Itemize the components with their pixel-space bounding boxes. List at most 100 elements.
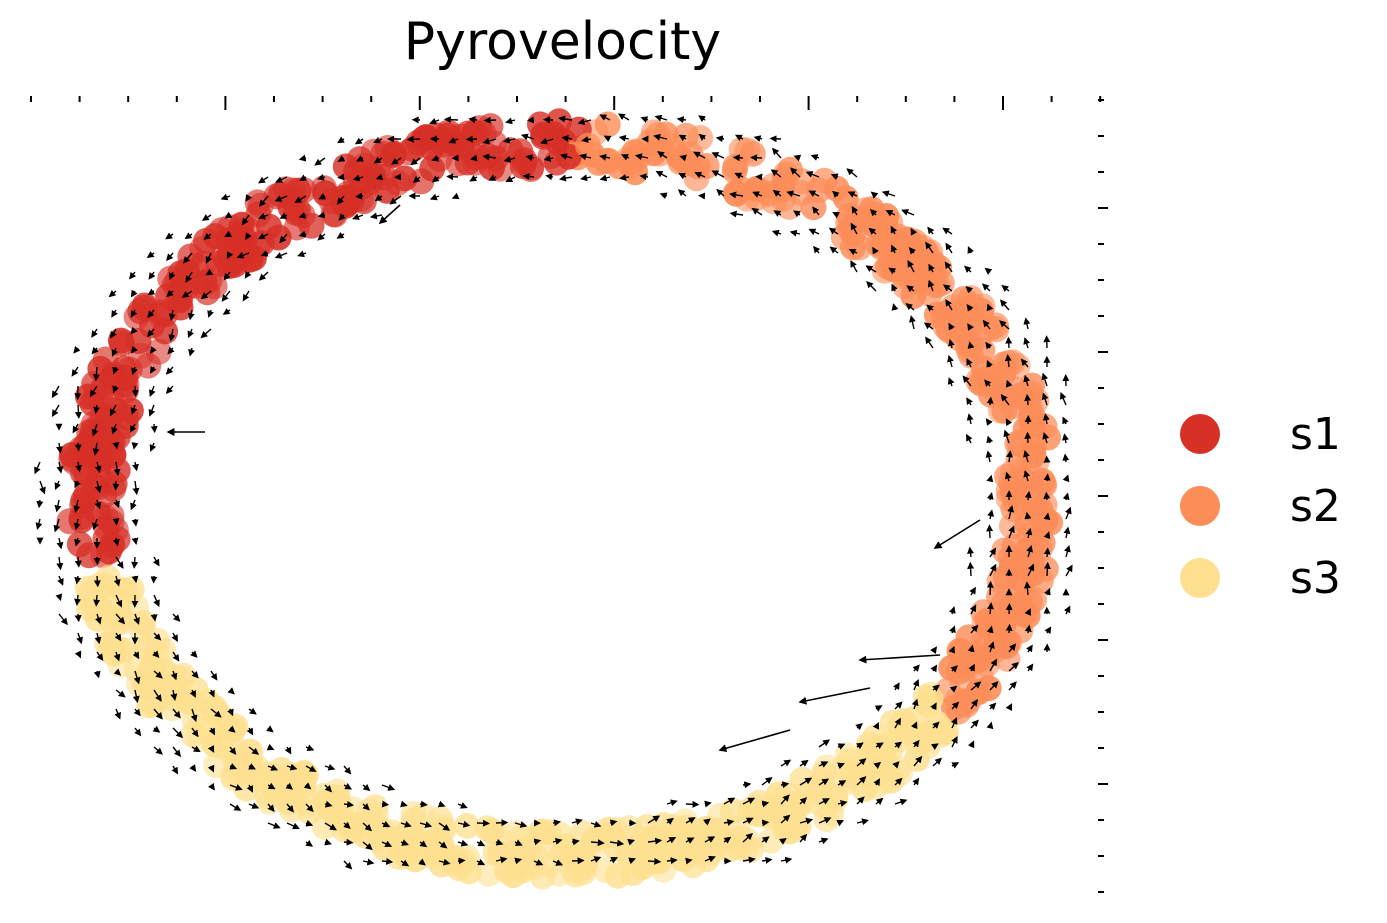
velocity-arrow [150,613,158,622]
velocity-arrow [131,366,138,376]
velocity-arrow [189,689,196,698]
velocity-arrow [761,777,773,786]
velocity-arrow [109,404,117,417]
velocity-arrow [438,841,448,849]
velocity-arrow [856,818,869,826]
point-s3 [394,819,421,846]
velocity-arrow [132,461,139,472]
velocity-arrow [94,480,102,494]
velocity-arrow [429,117,440,125]
point-s1 [231,226,258,253]
velocity-arrow [207,745,215,753]
velocity-arrow [698,133,707,141]
point-s3 [126,670,152,697]
velocity-arrow [685,857,693,865]
velocity-arrow [153,689,162,702]
velocity-arrow [74,575,82,585]
velocity-arrow [799,797,808,805]
velocity-arrow [74,480,81,489]
velocity-arrow [1041,372,1049,387]
velocity-arrow [666,799,678,807]
velocity-arrow [446,173,459,181]
velocity-arrow [967,246,974,254]
velocity-arrow [113,461,121,477]
velocity-arrow [56,442,63,454]
velocity-arrow [115,594,123,608]
legend: s1 s2 s3 [1170,398,1341,614]
velocity-arrow [391,157,402,165]
velocity-arrow [482,153,497,161]
velocity-arrow [324,800,333,808]
velocity-arrow [752,191,763,198]
point-s3 [182,676,209,703]
velocity-arrow [284,746,292,755]
velocity-arrow [704,855,716,863]
velocity-arrow [866,281,877,292]
velocity-arrow [131,556,139,569]
velocity-arrow [808,228,820,236]
velocity-arrow [559,174,573,182]
velocity-arrow [286,803,294,813]
velocity-arrow [981,283,991,292]
velocity-arrow [1042,413,1050,425]
velocity-arrow [298,154,307,162]
velocity-arrow [659,192,668,200]
velocity-arrow [856,796,865,805]
velocity-arrow [147,328,155,338]
velocity-arrow [893,682,900,691]
velocity-arrow [172,746,182,757]
velocity-arrow [780,856,793,864]
right-axis-ticks [1098,99,1108,893]
velocity-arrow [950,665,959,673]
velocity-arrow [112,366,119,375]
velocity-arrow [132,689,140,704]
velocity-arrow [930,743,939,751]
velocity-arrow [989,563,997,577]
velocity-arrow [112,385,119,394]
velocity-arrow [114,708,121,720]
velocity-arrow [552,859,564,866]
velocity-arrow [986,396,994,406]
velocity-arrow [352,174,364,182]
velocity-arrow [279,212,288,219]
point-s3 [150,637,177,664]
velocity-arrow [258,176,269,184]
velocity-arrow [832,211,840,219]
velocity-arrow [305,839,314,847]
velocity-arrow [205,268,214,276]
velocity-arrow [837,762,845,770]
velocity-arrow [951,736,958,748]
velocity-arrow [848,248,858,256]
point-s1 [419,155,446,182]
velocity-arrow [168,328,176,342]
velocity-arrow [221,290,231,302]
velocity-arrow [314,157,326,166]
velocity-arrow [986,474,994,483]
velocity-arrow [191,727,199,738]
velocity-arrows [34,113,1073,870]
velocity-arrow [1023,374,1031,387]
velocity-arrow [400,839,410,846]
velocity-arrow [113,668,122,676]
velocity-arrow [828,227,839,235]
velocity-arrow [590,839,605,847]
velocity-arrow [1044,626,1052,635]
velocity-arrow [73,499,81,513]
velocity-arrow [579,153,592,161]
velocity-arrow [872,246,879,255]
velocity-arrow [653,133,668,141]
velocity-arrow [1041,392,1049,406]
velocity-arrow [91,423,99,437]
velocity-arrow [111,309,118,318]
velocity-arrow [729,191,744,199]
velocity-arrow [406,135,421,143]
velocity-arrow [171,632,178,643]
velocity-arrow [354,137,364,145]
velocity-arrow [711,170,725,178]
velocity-arrow [362,858,375,866]
velocity-arrow [617,113,630,121]
velocity-arrow [476,839,486,847]
velocity-arrow [818,817,832,824]
velocity-arrow [966,358,973,368]
velocity-arrow [131,518,139,527]
